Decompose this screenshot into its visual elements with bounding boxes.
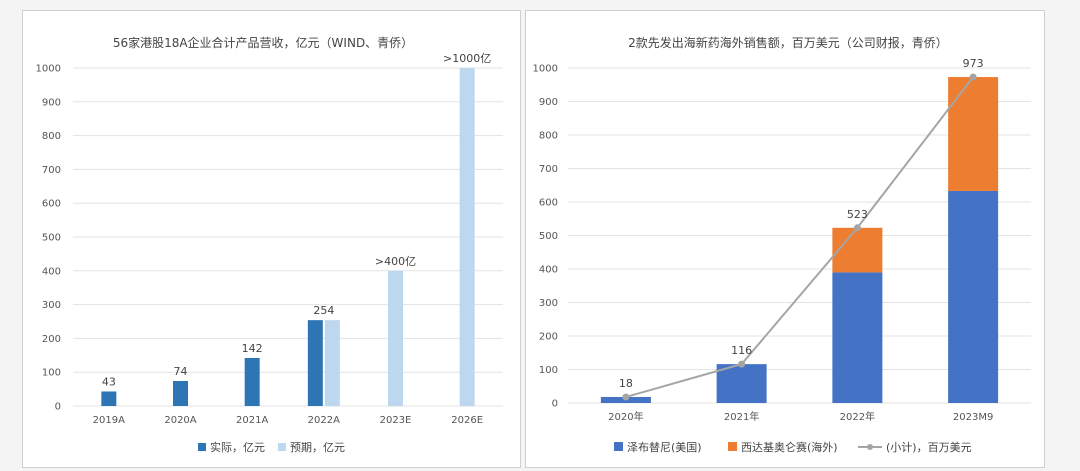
legend-label-cilta-cel: 西达基奥仑赛(海外) bbox=[741, 440, 838, 454]
x-tick-label: 2020A bbox=[164, 415, 196, 426]
bar-cilta-cel bbox=[832, 227, 883, 273]
chart-title: 56家港股18A企业合计产品营收，亿元（WIND、青侨） bbox=[113, 35, 413, 50]
legend-label-subtotal: (小计)，百万美元 bbox=[886, 441, 972, 454]
x-tick-label: 2020年 bbox=[608, 410, 643, 423]
x-tick-label: 2023M9 bbox=[953, 412, 993, 423]
legend-label-forecast: 预期，亿元 bbox=[290, 441, 345, 454]
y-tick-label: 400 bbox=[539, 265, 558, 276]
bar-zanubrutinib bbox=[832, 272, 883, 403]
bar-forecast bbox=[388, 270, 403, 406]
bar-actual bbox=[307, 320, 323, 406]
line-subtotal bbox=[625, 76, 974, 398]
y-tick-label: 900 bbox=[539, 97, 558, 108]
bar-actual bbox=[173, 380, 188, 406]
legend-label-actual: 实际，亿元 bbox=[210, 440, 265, 454]
data-label: 18 bbox=[619, 377, 633, 390]
data-label: 74 bbox=[174, 365, 188, 378]
y-tick-label: 1000 bbox=[533, 64, 558, 75]
legend-swatch-zanubrutinib bbox=[614, 442, 623, 451]
y-tick-label: 800 bbox=[539, 131, 558, 142]
legend-swatch-subtotal-marker bbox=[867, 444, 873, 450]
data-label: 254 bbox=[313, 304, 334, 317]
bar-actual bbox=[101, 391, 117, 406]
y-tick-label: 1000 bbox=[36, 64, 61, 75]
line-point bbox=[738, 360, 746, 368]
left-chart: 56家港股18A企业合计产品营收，亿元（WIND、青侨） 0 100 200 300 40… bbox=[36, 35, 503, 454]
x-tick-label: 2022A bbox=[308, 415, 340, 426]
y-tick-label: 300 bbox=[42, 300, 61, 311]
y-tick-label: 0 bbox=[55, 402, 61, 413]
line-point bbox=[622, 393, 630, 401]
y-tick-label: 200 bbox=[539, 332, 558, 343]
chart-title: 2款先发出海新药海外销售额，百万美元（公司财报，青侨） bbox=[628, 35, 948, 50]
legend-swatch-forecast bbox=[278, 443, 286, 451]
right-chart: 2款先发出海新药海外销售额，百万美元（公司财报，青侨） 0 100 200 300 400… bbox=[533, 35, 1031, 454]
y-tick-label: 100 bbox=[539, 365, 558, 376]
left-chart-panel: 56家港股18A企业合计产品营收，亿元（WIND、青侨） 0 100 200 300 40… bbox=[22, 10, 521, 468]
y-tick-label: 800 bbox=[42, 131, 61, 142]
y-tick-label: 900 bbox=[42, 97, 61, 108]
line-point bbox=[969, 73, 977, 81]
data-label: >1000亿 bbox=[443, 52, 491, 65]
bar-cilta-cel bbox=[948, 77, 999, 191]
bar-zanubrutinib bbox=[716, 364, 767, 403]
bar-actual bbox=[244, 358, 260, 406]
y-tick-label: 600 bbox=[42, 199, 61, 210]
data-label: 43 bbox=[102, 375, 116, 388]
y-tick-label: 700 bbox=[42, 165, 61, 176]
data-label: 142 bbox=[242, 342, 263, 355]
legend-swatch-cilta-cel bbox=[728, 442, 737, 451]
bar-forecast bbox=[324, 320, 340, 406]
y-tick-label: 200 bbox=[42, 334, 61, 345]
y-tick-label: 300 bbox=[539, 298, 558, 309]
data-label: 523 bbox=[847, 208, 868, 221]
y-tick-label: 500 bbox=[42, 233, 61, 244]
y-tick-label: 500 bbox=[539, 231, 558, 242]
x-tick-label: 2023E bbox=[380, 415, 412, 426]
legend-label-zanubrutinib: 泽布替尼(美国) bbox=[627, 440, 702, 454]
line-point bbox=[853, 224, 861, 232]
y-tick-label: 100 bbox=[42, 368, 61, 379]
bar-zanubrutinib bbox=[948, 190, 999, 403]
x-tick-label: 2026E bbox=[451, 415, 483, 426]
data-label: >400亿 bbox=[375, 255, 416, 268]
x-tick-label: 2021A bbox=[236, 415, 268, 426]
x-tick-label: 2022年 bbox=[840, 410, 875, 423]
data-label: 973 bbox=[963, 57, 984, 70]
data-label: 116 bbox=[731, 344, 752, 357]
y-tick-label: 0 bbox=[552, 399, 558, 410]
y-tick-label: 700 bbox=[539, 164, 558, 175]
x-tick-label: 2019A bbox=[93, 415, 125, 426]
x-tick-label: 2021年 bbox=[724, 410, 759, 423]
y-tick-label: 400 bbox=[42, 266, 61, 277]
y-tick-label: 600 bbox=[539, 198, 558, 209]
right-chart-panel: 2款先发出海新药海外销售额，百万美元（公司财报，青侨） 0 100 200 300 400… bbox=[525, 10, 1045, 468]
legend-swatch-actual bbox=[198, 443, 206, 451]
bar-forecast bbox=[459, 68, 475, 406]
